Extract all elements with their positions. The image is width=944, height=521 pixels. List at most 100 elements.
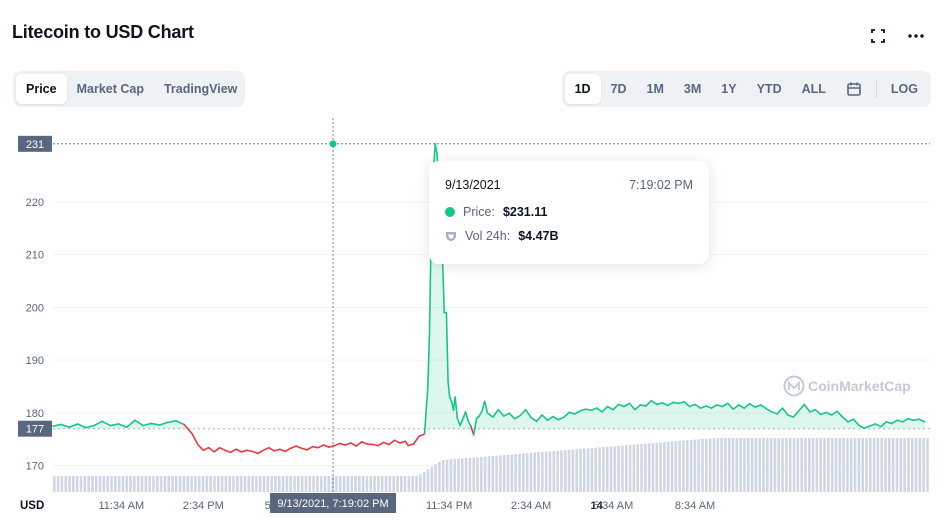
volume-bar xyxy=(819,438,823,492)
volume-bar xyxy=(884,438,887,492)
volume-bar xyxy=(369,476,373,492)
volume-bar xyxy=(274,476,277,492)
price-line-segment xyxy=(530,416,538,423)
range-7d[interactable]: 7D xyxy=(610,82,627,96)
volume-bar xyxy=(781,438,784,492)
volume-bar xyxy=(155,476,159,492)
volume-bar xyxy=(777,438,781,492)
tab-market-cap[interactable]: Market Cap xyxy=(76,82,144,96)
price-line-segment xyxy=(240,449,248,453)
crosshair-time-label: 9/13/2021, 7:19:02 PM xyxy=(277,498,388,510)
more-dots-icon[interactable] xyxy=(908,34,924,38)
volume-bar xyxy=(228,476,231,492)
chart-type-tabs: Price Market Cap TradingView xyxy=(13,71,245,107)
volume-bar xyxy=(201,476,205,492)
volume-bar xyxy=(766,438,769,492)
tooltip-time: 7:19:02 PM xyxy=(629,178,693,192)
volume-bar xyxy=(186,476,190,492)
volume-bar xyxy=(605,446,609,492)
range-1y[interactable]: 1Y xyxy=(721,82,737,96)
volume-bar xyxy=(865,438,868,492)
log-scale-button[interactable]: LOG xyxy=(890,82,918,96)
volume-bar xyxy=(663,442,666,492)
range-1d[interactable]: 1D xyxy=(564,74,601,104)
volume-bar xyxy=(754,438,758,492)
crosshair-time-box xyxy=(270,493,397,513)
volume-bar xyxy=(449,459,453,492)
price-line-segment xyxy=(612,403,620,411)
volume-bar xyxy=(121,476,125,492)
volume-bar xyxy=(868,438,872,492)
volume-bar xyxy=(743,438,746,492)
volume-bar xyxy=(575,449,578,492)
page-title: Litecoin to USD Chart xyxy=(12,22,194,42)
volume-bar xyxy=(705,438,708,492)
tooltip-date: 9/13/2021 xyxy=(445,178,501,192)
price-line-segment xyxy=(393,439,401,444)
price-line-segment xyxy=(445,311,449,383)
volume-bar xyxy=(399,476,403,492)
price-line-segment xyxy=(765,407,773,413)
price-line-segment xyxy=(317,444,325,449)
calendar-button[interactable] xyxy=(836,74,872,104)
price-line-segment xyxy=(836,410,844,418)
volume-bar xyxy=(914,438,918,492)
volume-bar xyxy=(590,447,594,492)
coinmarketcap-logo-mark xyxy=(788,380,800,390)
tooltip-price-value: $231.11 xyxy=(502,205,548,219)
price-dot-icon xyxy=(445,207,455,217)
tab-tradingview[interactable]: TradingView xyxy=(163,82,238,96)
volume-bar xyxy=(453,459,456,492)
volume-bar xyxy=(247,476,251,492)
price-line-segment xyxy=(483,400,489,414)
volume-bar xyxy=(216,476,220,492)
volume-bar xyxy=(907,438,910,492)
volume-bar xyxy=(266,476,270,492)
volume-bar xyxy=(701,439,704,492)
volume-bar xyxy=(480,456,483,492)
volume-bar xyxy=(87,476,90,492)
volume-bar xyxy=(724,438,727,492)
price-line-segment xyxy=(333,442,341,447)
volume-bar xyxy=(769,438,773,492)
volume-bar xyxy=(735,438,739,492)
price-line-segment xyxy=(497,408,505,417)
price-line-segment xyxy=(478,410,483,417)
price-line-segment xyxy=(819,411,827,416)
fullscreen-icon[interactable] xyxy=(870,28,886,44)
volume-bar xyxy=(167,476,170,492)
volume-bar xyxy=(476,457,479,492)
volume-bar xyxy=(72,476,75,492)
volume-bar xyxy=(110,476,113,492)
volume-bar xyxy=(666,441,670,492)
chart-tooltip: 9/13/2021 7:19:02 PM Price: $231.11 Vol … xyxy=(429,161,709,264)
price-line-segment xyxy=(183,423,194,435)
price-line-segment xyxy=(584,408,593,412)
volume-bar xyxy=(640,443,643,492)
volume-bar xyxy=(563,450,567,492)
x-tick-label: 2:34 AM xyxy=(511,500,551,512)
volume-bar xyxy=(60,476,64,492)
volume-bar xyxy=(899,438,903,492)
volume-bar xyxy=(422,471,426,492)
price-line-segment xyxy=(699,405,707,409)
volume-bar xyxy=(659,442,662,492)
range-3m[interactable]: 3M xyxy=(683,82,702,96)
range-all[interactable]: ALL xyxy=(801,82,826,96)
price-line-segment xyxy=(852,418,860,427)
open-price-box xyxy=(18,420,52,437)
range-1m[interactable]: 1M xyxy=(646,82,664,96)
range-ytd[interactable]: YTD xyxy=(756,82,782,96)
price-line-segment xyxy=(371,443,379,447)
tab-price[interactable]: Price xyxy=(16,74,67,104)
volume-bar xyxy=(411,476,415,492)
volume-bar xyxy=(346,476,350,492)
price-line-segment xyxy=(175,419,185,426)
price-line-segment xyxy=(661,402,669,407)
price-line-segment xyxy=(344,442,352,446)
price-line-segment xyxy=(322,444,330,448)
volume-bar xyxy=(319,476,323,492)
price-line-segment xyxy=(869,423,877,427)
price-line-segment xyxy=(885,421,893,425)
